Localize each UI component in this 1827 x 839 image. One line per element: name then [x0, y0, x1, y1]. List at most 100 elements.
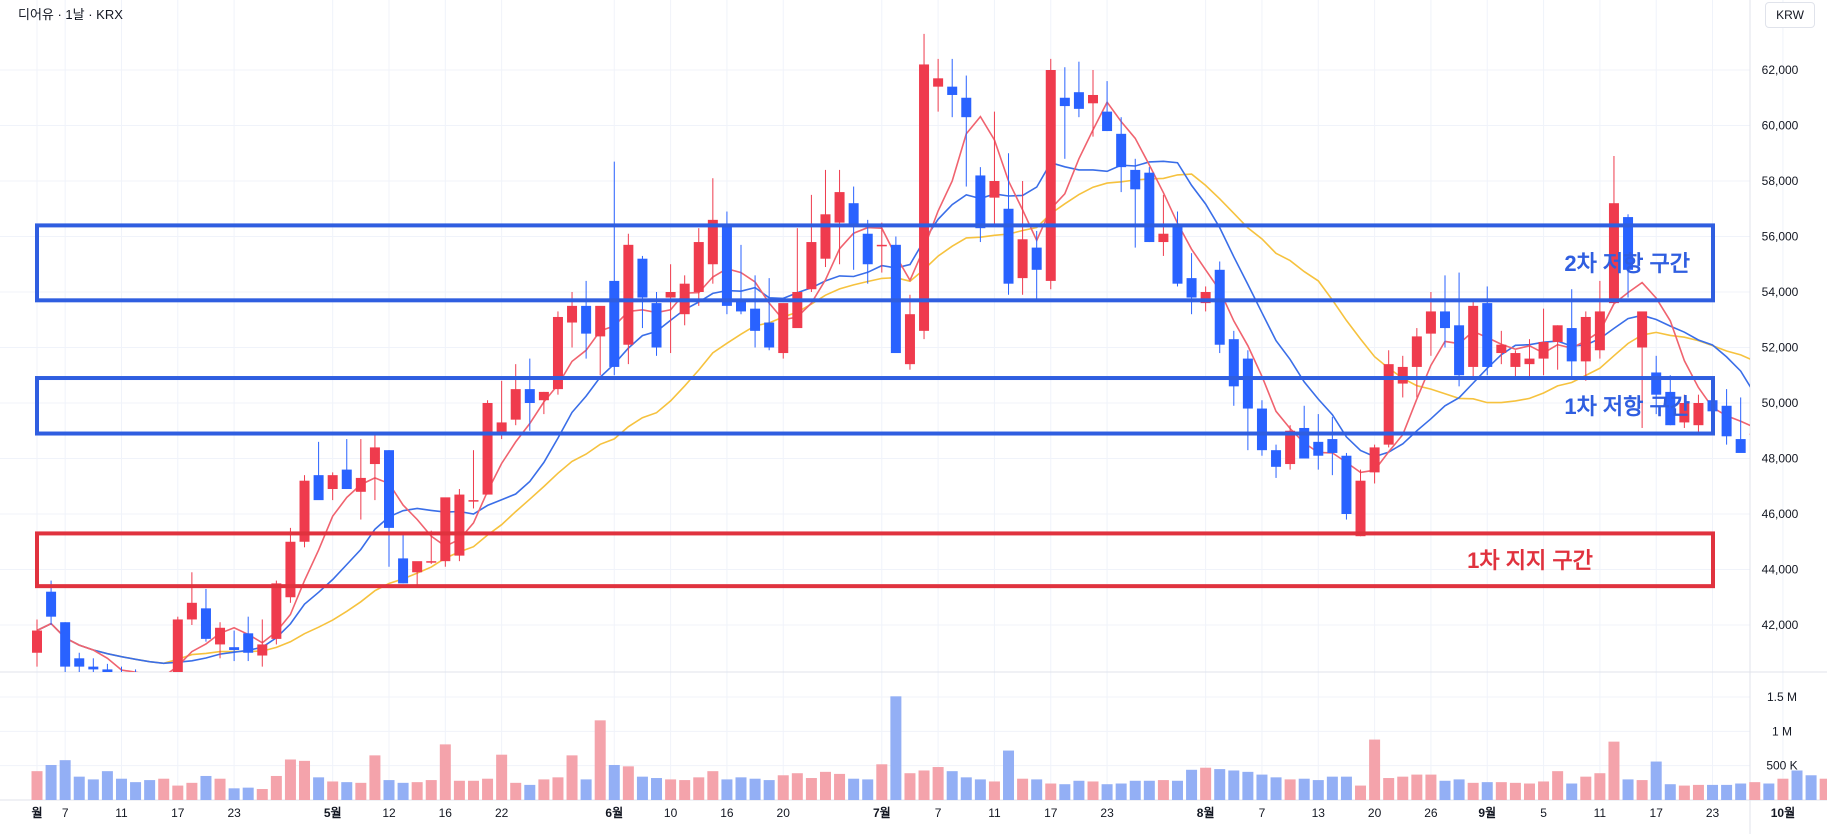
volume-bar [1256, 775, 1267, 800]
volume-bar [355, 783, 366, 800]
volume-bar [496, 755, 507, 800]
candle-body [412, 561, 422, 572]
volume-bar [1496, 782, 1507, 800]
volume-bar [1285, 779, 1296, 800]
volume-bar [904, 773, 915, 800]
candle-body [1060, 98, 1070, 106]
volume-bar [74, 777, 85, 800]
candle-body [74, 658, 84, 666]
volume-bar [1172, 781, 1183, 800]
candle-body [1806, 450, 1816, 475]
volume-bar [215, 779, 226, 800]
volume-bar [679, 780, 690, 800]
resistance-zone [37, 378, 1713, 434]
y-tick-label: 50,000 [1762, 396, 1799, 410]
candle-body [1187, 278, 1197, 297]
x-tick-label: 8월 [1197, 805, 1215, 820]
volume-tick-label: 500 K [1766, 759, 1797, 773]
candle-body [454, 495, 464, 556]
x-tick-label: 7 [935, 806, 942, 820]
volume-bar [1454, 779, 1465, 800]
candle-body [905, 314, 915, 364]
x-tick-label: 17 [1650, 806, 1664, 820]
x-tick-label: 6월 [605, 805, 623, 820]
volume-bar [1552, 771, 1563, 800]
candle-body [1651, 372, 1661, 394]
volume-bar [46, 765, 57, 800]
candle-body [1130, 170, 1140, 189]
volume-bar [876, 764, 887, 800]
volume-bar [285, 759, 296, 800]
candle-body [173, 619, 183, 677]
volume-bar [32, 771, 43, 800]
chart-title: 디어유 · 1날 · KRX [18, 4, 123, 23]
candle-body [1116, 134, 1126, 167]
candle-body [1398, 367, 1408, 384]
currency-button[interactable]: KRW [1765, 2, 1815, 28]
candle-body [1257, 409, 1267, 451]
candle-body [652, 303, 662, 347]
volume-bar [792, 773, 803, 800]
candle-body [722, 225, 732, 305]
volume-bar [806, 778, 817, 800]
volume-bar [1369, 740, 1380, 800]
candle-body [525, 389, 535, 403]
candle-body [1356, 481, 1366, 537]
volume-bar [1327, 777, 1338, 800]
volume-bar [1806, 775, 1817, 800]
candle-body [806, 242, 816, 289]
candle-body [201, 608, 211, 639]
volume-bar [398, 783, 409, 800]
zone-label: 1차 저항 구간 [1564, 394, 1690, 419]
volume-bar [1116, 784, 1127, 800]
volume-bar [524, 785, 535, 800]
y-tick-label: 56,000 [1762, 230, 1799, 244]
volume-bar [1102, 784, 1113, 800]
x-tick-label: 12 [382, 806, 396, 820]
candle-body [440, 497, 450, 561]
candle-body [792, 292, 802, 328]
volume-bar [1017, 779, 1028, 800]
volume-bar [651, 778, 662, 800]
volume-bar [243, 788, 254, 800]
volume-bar [1538, 781, 1549, 800]
volume-bars [32, 696, 1827, 800]
candle-body [88, 667, 98, 670]
candle-body [131, 675, 141, 678]
volume-bar [1777, 779, 1788, 800]
volume-bar [1299, 779, 1310, 800]
volume-bar [820, 772, 831, 800]
volume-bar [1580, 777, 1591, 800]
candle-body [849, 203, 859, 225]
candle-body [1271, 450, 1281, 467]
volume-bar [1594, 773, 1605, 800]
volume-bar [1355, 786, 1366, 800]
candle-body [1412, 336, 1422, 367]
candle-body [1750, 434, 1760, 436]
candle-body [398, 558, 408, 583]
volume-bar [1383, 778, 1394, 800]
volume-bar [369, 755, 380, 800]
volume-bar [1820, 779, 1827, 800]
candle-body [1004, 209, 1014, 284]
volume-bar [693, 777, 704, 800]
candle-body [778, 303, 788, 353]
candle-body [750, 309, 760, 331]
volume-bar [707, 771, 718, 800]
volume-bar [834, 774, 845, 800]
x-tick-label: 10월 [1771, 805, 1795, 820]
volume-bar [384, 780, 395, 800]
volume-bar [468, 781, 479, 800]
y-tick-label: 44,000 [1762, 563, 1799, 577]
volume-bar [1214, 769, 1225, 800]
volume-bar [186, 783, 197, 800]
x-tick-label: 7월 [873, 805, 891, 820]
volume-bar [257, 789, 268, 800]
y-tick-label: 48,000 [1762, 452, 1799, 466]
x-tick-label: 23 [1100, 806, 1114, 820]
x-tick-label: 9월 [1478, 805, 1496, 820]
candle-body [1496, 345, 1506, 353]
candle-body [511, 389, 521, 420]
